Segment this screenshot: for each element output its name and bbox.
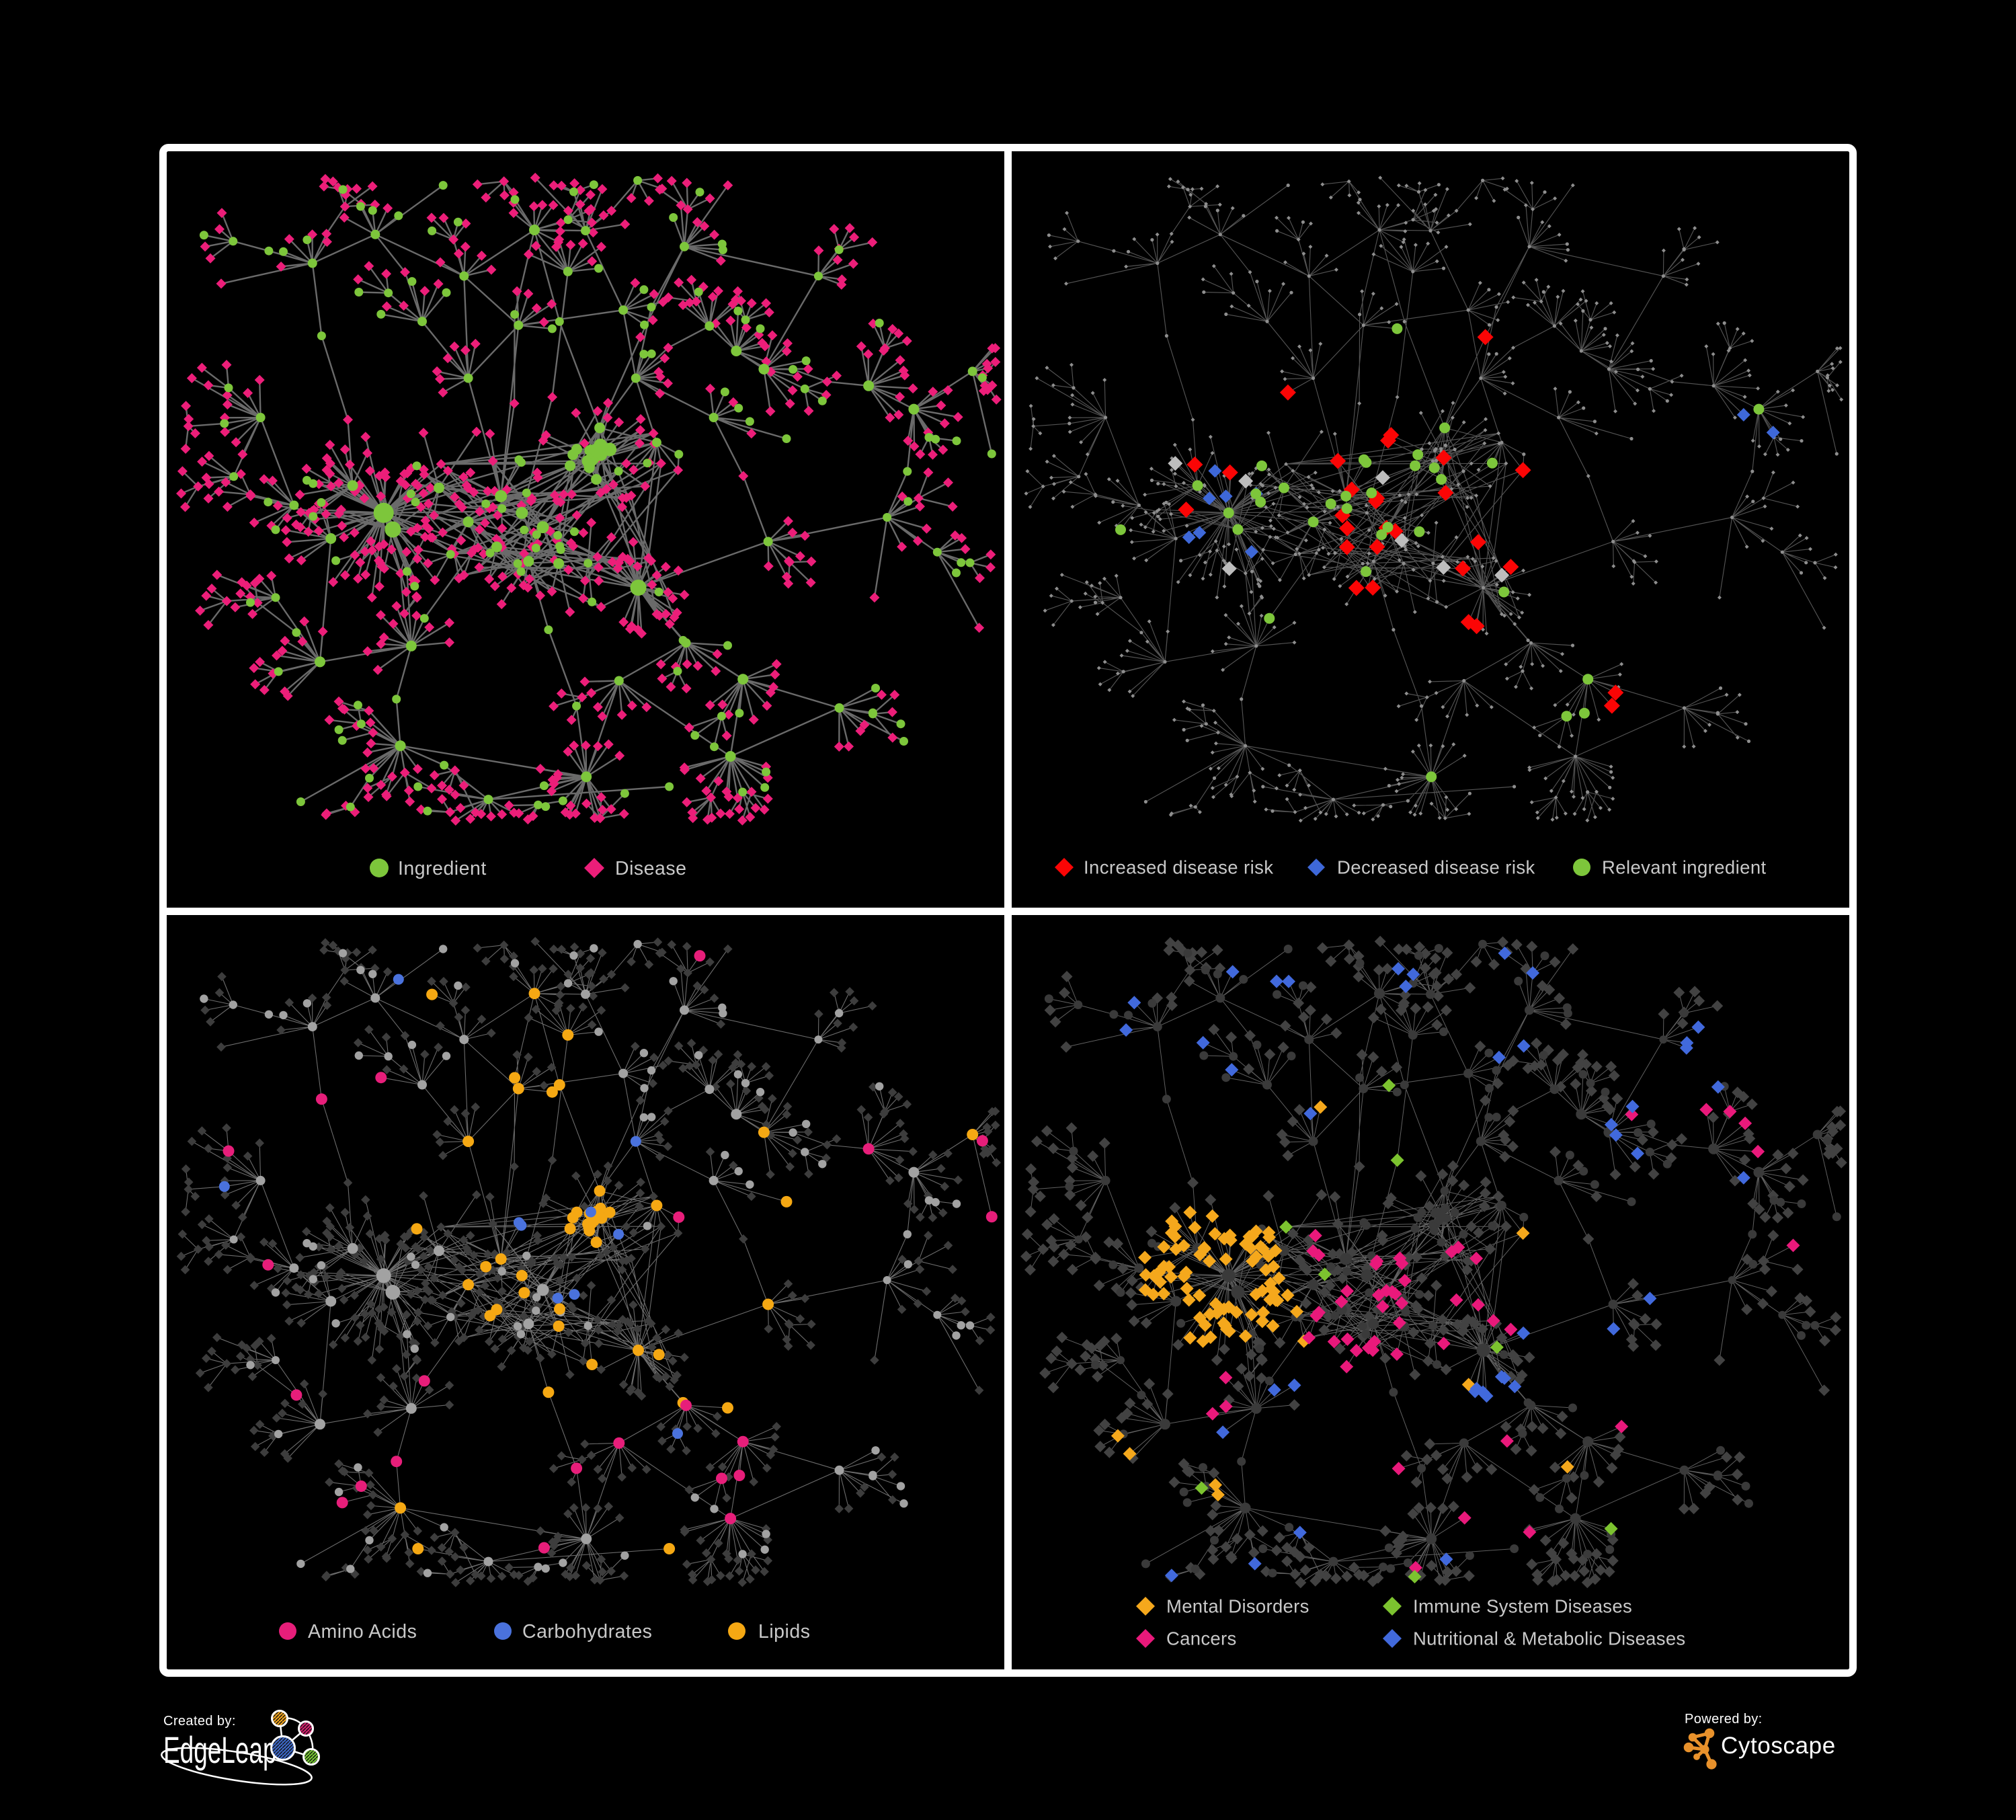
svg-text:EdgeLeap: EdgeLeap <box>163 1729 277 1772</box>
svg-text:Immune System Diseases: Immune System Diseases <box>1413 1596 1632 1617</box>
svg-text:Cancers: Cancers <box>1166 1628 1237 1649</box>
svg-text:Amino Acids: Amino Acids <box>308 1621 417 1643</box>
svg-text:Relevant ingredient: Relevant ingredient <box>1602 857 1767 878</box>
svg-text:Mental Disorders: Mental Disorders <box>1166 1596 1309 1617</box>
svg-text:Disease: Disease <box>615 858 686 879</box>
svg-text:Decreased disease risk: Decreased disease risk <box>1337 857 1535 878</box>
svg-text:Increased disease risk: Increased disease risk <box>1084 857 1273 878</box>
svg-text:Cytoscape: Cytoscape <box>1721 1733 1836 1759</box>
svg-text:Carbohydrates: Carbohydrates <box>522 1621 652 1643</box>
svg-text:Created by:: Created by: <box>163 1714 236 1729</box>
svg-text:Ingredient: Ingredient <box>398 858 487 879</box>
svg-text:Powered by:: Powered by: <box>1685 1712 1763 1727</box>
svg-text:Nutritional & Metabolic Diseas: Nutritional & Metabolic Diseases <box>1413 1628 1685 1649</box>
svg-text:Lipids: Lipids <box>758 1621 810 1643</box>
